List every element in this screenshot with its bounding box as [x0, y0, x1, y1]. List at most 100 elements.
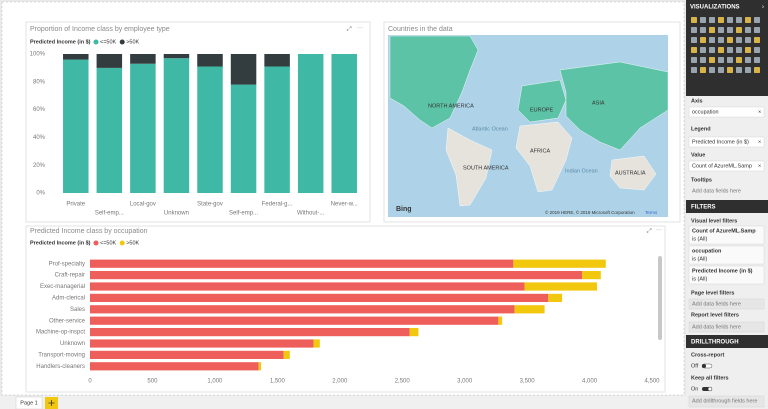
bar[interactable] [514, 305, 545, 314]
more-icon[interactable]: ··· [656, 228, 662, 234]
viz-icon[interactable] [736, 37, 742, 43]
viz-icon[interactable] [691, 37, 697, 43]
bar[interactable] [130, 54, 156, 64]
legend-label[interactable]: >50K [126, 39, 139, 45]
viz-icon[interactable] [727, 17, 733, 23]
viz-icon[interactable] [754, 37, 760, 43]
viz-icon[interactable] [709, 17, 715, 23]
viz-icon[interactable] [718, 57, 724, 63]
bar[interactable] [63, 59, 89, 194]
viz-icon[interactable] [691, 57, 697, 63]
viz-icon[interactable] [718, 27, 724, 33]
bar[interactable] [197, 54, 223, 67]
field-well[interactable] [688, 395, 765, 408]
viz-icon[interactable] [709, 27, 715, 33]
viz-icon[interactable] [727, 47, 733, 53]
bar[interactable] [264, 54, 290, 67]
viz-icon[interactable] [745, 27, 751, 33]
viz-icon[interactable] [718, 17, 724, 23]
bar[interactable] [230, 84, 257, 193]
focus-icon[interactable]: ⤢ [647, 228, 652, 235]
scrollbar[interactable] [658, 256, 662, 340]
viz-icon[interactable] [727, 37, 733, 43]
viz-icon[interactable] [754, 27, 760, 33]
bar[interactable] [90, 270, 583, 280]
viz-icon[interactable] [718, 47, 724, 53]
bar[interactable] [96, 67, 123, 193]
viz-icon[interactable] [691, 67, 697, 73]
bar[interactable] [313, 339, 320, 348]
field-well[interactable] [688, 225, 765, 245]
bar[interactable] [96, 54, 123, 68]
bar[interactable] [524, 282, 598, 291]
viz-icon[interactable] [709, 37, 715, 43]
legend-label[interactable]: >50K [126, 240, 139, 246]
viz-icon[interactable] [727, 57, 733, 63]
field-well[interactable] [688, 298, 765, 310]
viz-icon[interactable] [736, 47, 742, 53]
field-well[interactable] [688, 265, 765, 285]
viz-icon[interactable] [718, 67, 724, 73]
map-terms[interactable]: Terms [645, 210, 658, 215]
viz-icon[interactable] [736, 17, 742, 23]
page-tab-label[interactable]: Page 1 [20, 400, 37, 406]
bar[interactable] [90, 362, 259, 371]
field-well[interactable] [688, 106, 765, 118]
bar[interactable] [90, 293, 549, 303]
viz-icon[interactable] [691, 17, 697, 23]
viz-icon[interactable] [718, 37, 724, 43]
bar[interactable] [283, 350, 290, 360]
viz-icon[interactable] [736, 67, 742, 73]
bar[interactable] [230, 54, 257, 85]
viz-icon[interactable] [745, 17, 751, 23]
focus-icon[interactable]: ⤢ [347, 26, 352, 33]
bar[interactable] [163, 54, 190, 59]
remove-icon[interactable]: × [758, 139, 761, 145]
viz-icon[interactable] [736, 57, 742, 63]
viz-icon[interactable] [754, 57, 760, 63]
viz-icon[interactable] [709, 57, 715, 63]
viz-icon[interactable] [691, 47, 697, 53]
viz-icon[interactable] [754, 17, 760, 23]
bar[interactable] [130, 63, 156, 194]
viz-icon[interactable] [700, 27, 706, 33]
bar[interactable] [90, 316, 499, 325]
viz-icon[interactable] [754, 47, 760, 53]
bar[interactable] [582, 270, 601, 280]
field-well[interactable] [688, 321, 765, 333]
bar[interactable] [90, 259, 514, 268]
legend-label[interactable]: <=50K [100, 39, 117, 45]
remove-icon[interactable]: × [758, 109, 761, 115]
viz-icon[interactable] [754, 67, 760, 73]
bar[interactable] [513, 259, 606, 268]
bar[interactable] [90, 350, 284, 360]
bar[interactable] [197, 66, 223, 193]
bar[interactable] [331, 54, 357, 193]
legend-label[interactable]: <=50K [100, 240, 117, 246]
field-well[interactable] [688, 136, 765, 148]
viz-icon[interactable] [700, 47, 706, 53]
viz-icon[interactable] [745, 47, 751, 53]
collapse-icon[interactable]: › [762, 5, 764, 11]
field-well[interactable] [688, 245, 765, 265]
bar[interactable] [258, 362, 262, 371]
viz-icon[interactable] [709, 67, 715, 73]
bar[interactable] [90, 305, 515, 314]
bar[interactable] [264, 66, 290, 193]
viz-icon[interactable] [691, 27, 697, 33]
viz-icon[interactable] [700, 57, 706, 63]
more-icon[interactable]: ··· [357, 26, 363, 32]
viz-icon[interactable] [736, 27, 742, 33]
bar[interactable] [90, 282, 525, 291]
viz-icon[interactable] [745, 57, 751, 63]
bar[interactable] [498, 316, 503, 325]
viz-icon[interactable] [700, 67, 706, 73]
viz-icon[interactable] [709, 47, 715, 53]
bar[interactable] [63, 54, 89, 60]
page-tab[interactable] [15, 396, 43, 409]
viz-icon[interactable] [700, 17, 706, 23]
viz-icon[interactable] [700, 37, 706, 43]
bar[interactable] [163, 58, 190, 193]
viz-icon[interactable] [745, 67, 751, 73]
remove-icon[interactable]: × [758, 163, 761, 169]
